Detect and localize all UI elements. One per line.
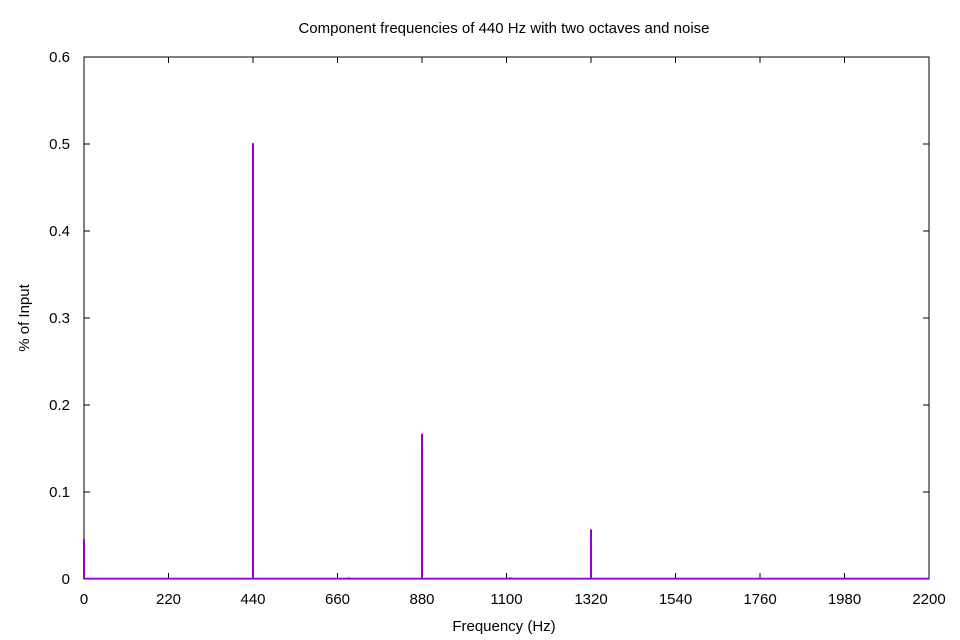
y-tick-label: 0.6 <box>49 49 70 66</box>
y-tick-label: 0 <box>62 571 70 588</box>
x-axis-label: Frequency (Hz) <box>452 618 555 635</box>
x-tick-label: 1320 <box>574 591 607 608</box>
x-tick-label: 880 <box>409 591 434 608</box>
y-tick-label: 0.4 <box>49 223 70 240</box>
chart-title: Component frequencies of 440 Hz with two… <box>298 20 709 37</box>
y-tick-label: 0.3 <box>49 310 70 327</box>
y-tick-label: 0.1 <box>49 484 70 501</box>
x-tick-label: 220 <box>156 591 181 608</box>
x-axis: 0 220 440 660 880 1100 1320 1540 1760 1980 2200 <box>80 57 946 608</box>
x-tick-label: 660 <box>325 591 350 608</box>
x-tick-label: 1980 <box>828 591 861 608</box>
x-tick-label: 440 <box>240 591 265 608</box>
plot-frame <box>83 56 930 580</box>
y-tick-label: 0.5 <box>49 136 70 153</box>
y-axis: 0 0.1 0.2 0.3 0.4 0.5 0.6 <box>49 49 929 588</box>
x-tick-label: 1100 <box>490 591 522 608</box>
x-tick-label: 0 <box>80 591 88 608</box>
x-tick-label: 1760 <box>743 591 776 608</box>
y-tick-label: 0.2 <box>49 397 70 414</box>
data-marks <box>83 143 929 580</box>
x-tick-label: 1540 <box>659 591 692 608</box>
y-axis-label: % of Input <box>16 283 33 351</box>
x-tick-label: 2200 <box>912 591 945 608</box>
